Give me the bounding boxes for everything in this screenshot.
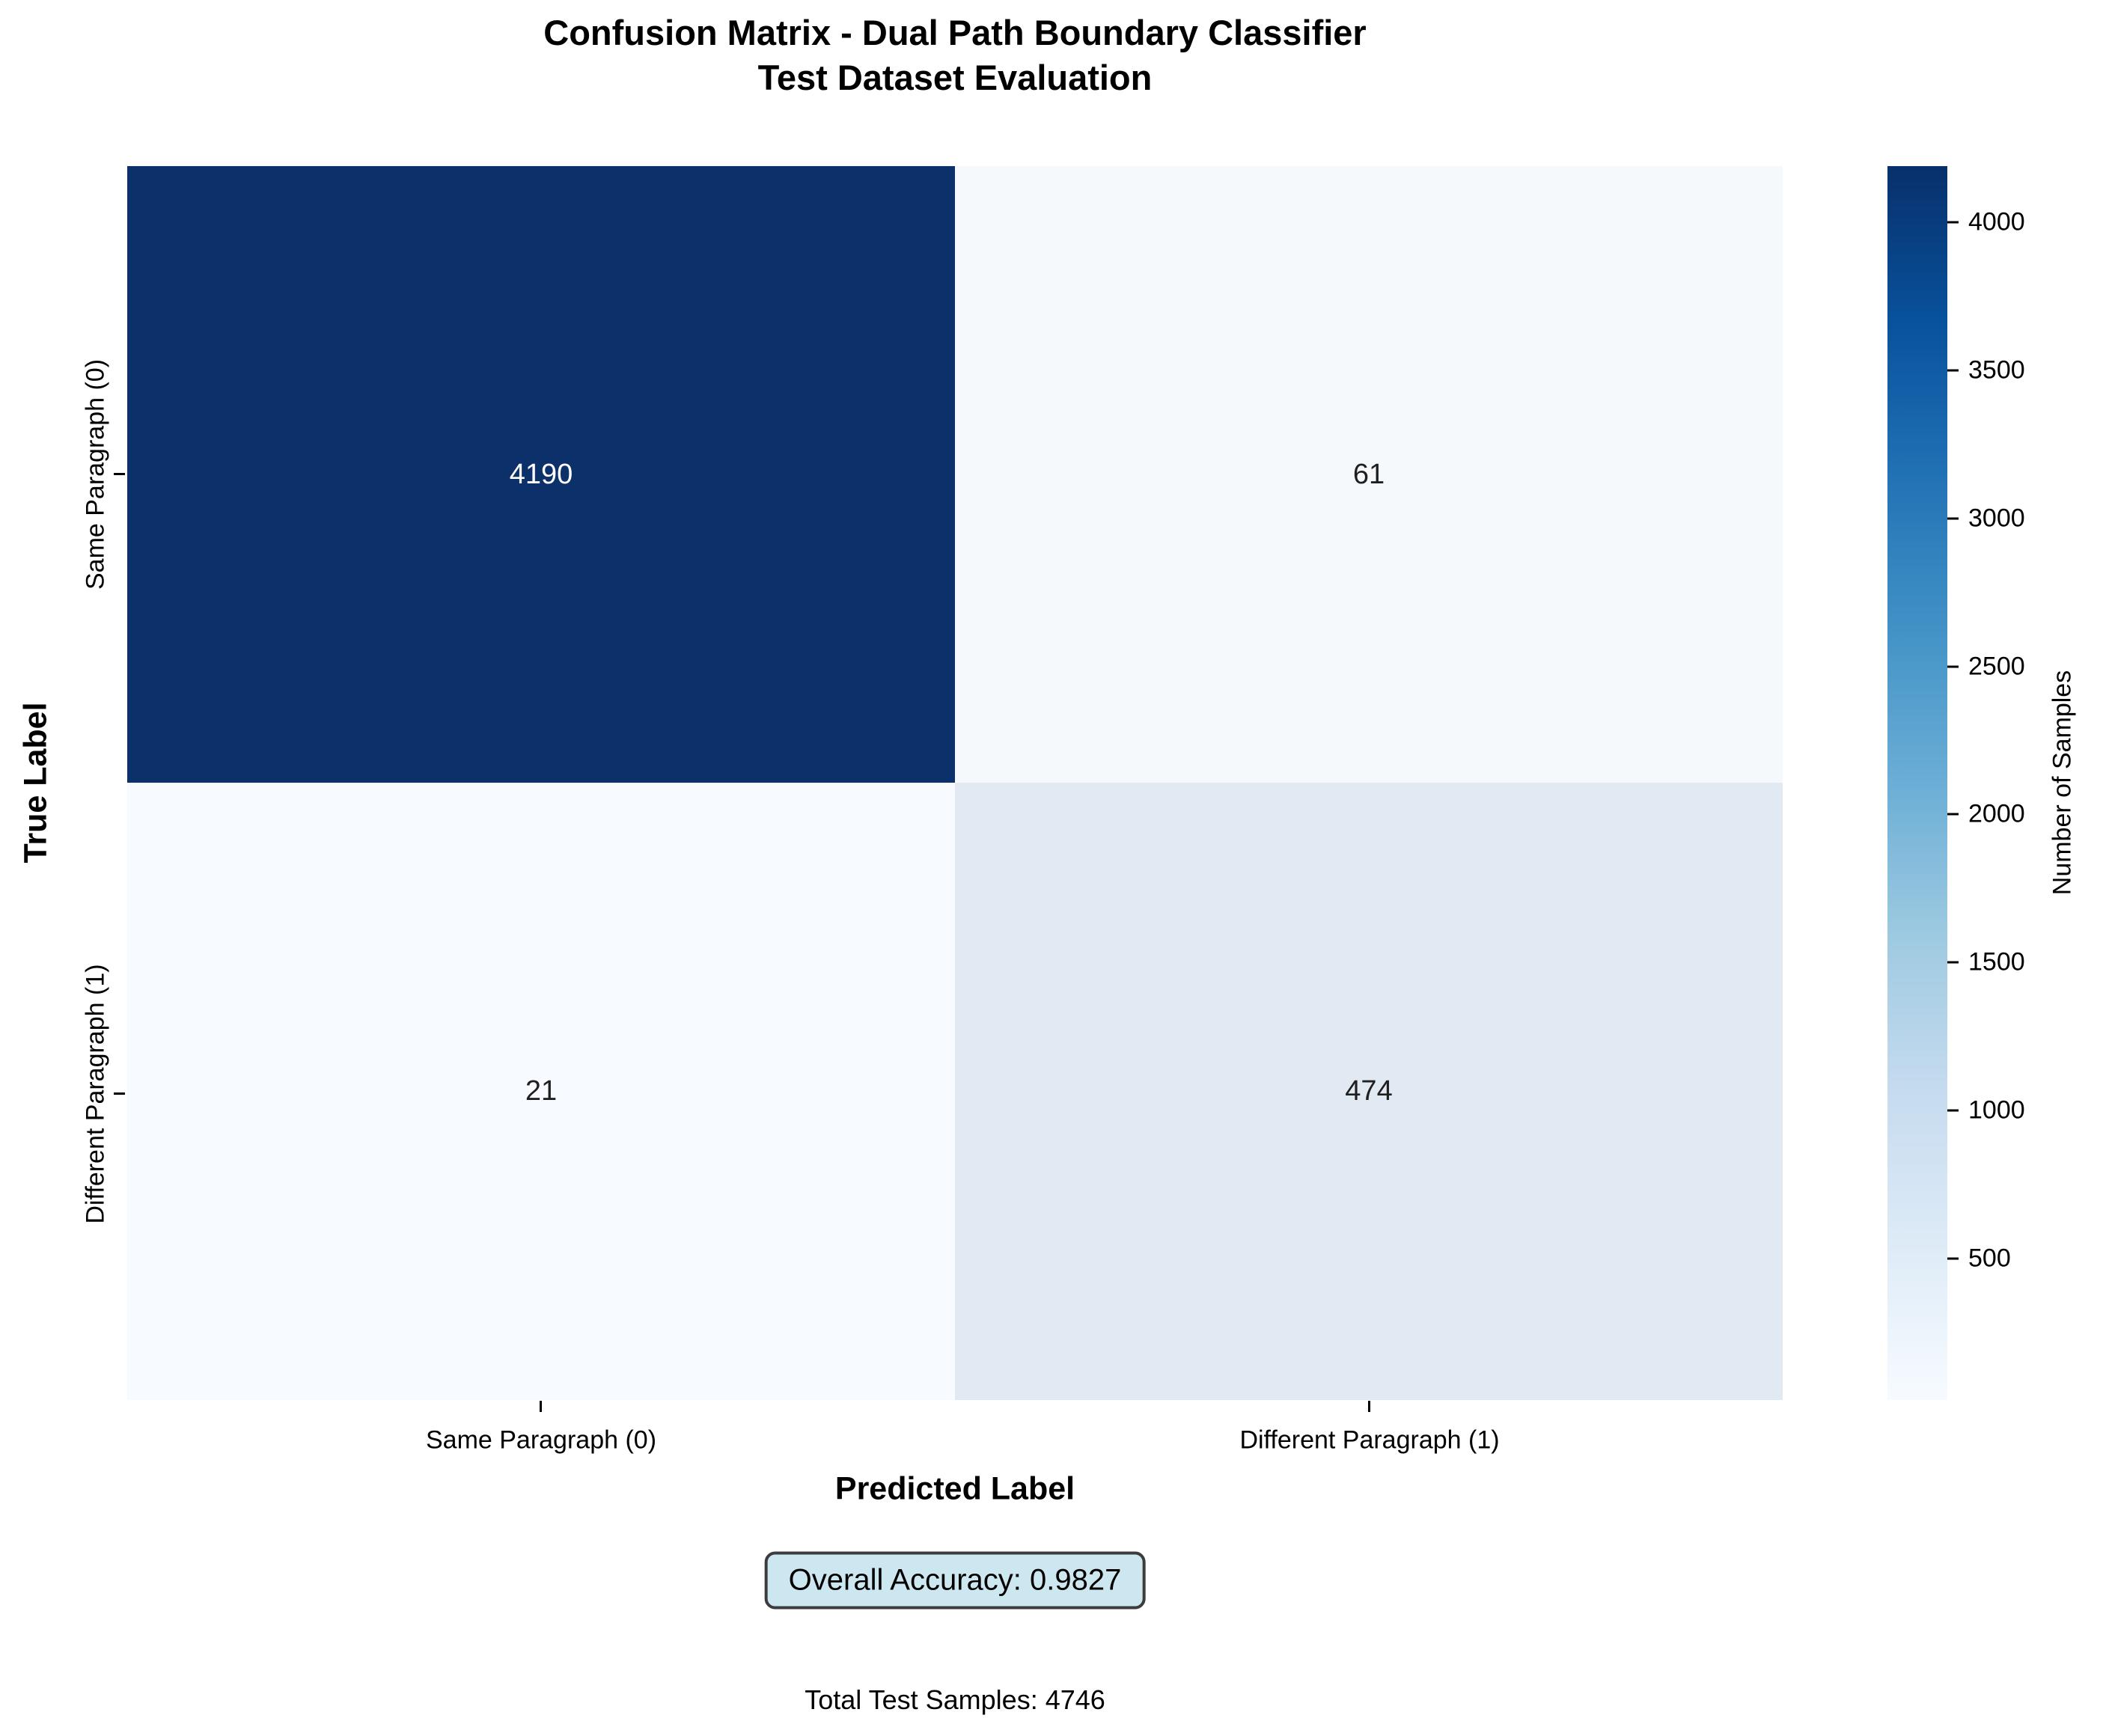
chart-title-line2: Test Dataset Evaluation <box>757 58 1153 97</box>
cell-true1-pred0: 21 <box>127 783 955 1400</box>
colorbar-tick-mark <box>1947 1109 1959 1112</box>
colorbar-tick-label: 4000 <box>1968 207 2025 236</box>
x-axis-title: Predicted Label <box>834 1470 1075 1507</box>
y-tick-label-row1: Different Paragraph (1) <box>81 964 110 1224</box>
colorbar-tick: 4000 <box>1947 208 2025 237</box>
colorbar-tick-label: 500 <box>1968 1244 2011 1273</box>
colorbar-tick-label: 2500 <box>1968 652 2025 680</box>
colorbar-tick: 2000 <box>1947 800 2025 829</box>
chart-title: Confusion Matrix - Dual Path Boundary Cl… <box>127 10 1783 100</box>
cell-value-true1-pred1: 474 <box>1345 1075 1393 1107</box>
colorbar-tick-mark <box>1947 961 1959 964</box>
cell-value-true1-pred0: 21 <box>525 1075 558 1107</box>
y-axis-title: True Label <box>17 702 54 864</box>
y-tick-mark-row0 <box>114 473 125 475</box>
colorbar-tick-label: 1500 <box>1968 947 2025 977</box>
colorbar-tick-label: 2000 <box>1968 799 2025 828</box>
cell-true0-pred0: 4190 <box>127 166 955 783</box>
accuracy-badge: Overall Accuracy: 0.9827 <box>764 1551 1146 1610</box>
colorbar-tick: 1500 <box>1947 947 2025 977</box>
cell-value-true0-pred1: 61 <box>1352 458 1385 490</box>
x-tick-mark-col0 <box>540 1401 542 1412</box>
cell-true1-pred1: 474 <box>955 783 1783 1400</box>
colorbar-tick-mark <box>1947 221 1959 224</box>
x-tick-label-col1: Different Paragraph (1) <box>1239 1425 1500 1455</box>
y-tick-mark-row1 <box>114 1092 125 1095</box>
colorbar-tick: 500 <box>1947 1244 2011 1273</box>
total-samples-text: Total Test Samples: 4746 <box>805 1684 1105 1715</box>
colorbar-tick-mark <box>1947 517 1959 520</box>
colorbar-tick-label: 3000 <box>1968 504 2025 533</box>
colorbar-tick-mark <box>1947 369 1959 372</box>
chart-title-line1: Confusion Matrix - Dual Path Boundary Cl… <box>543 13 1367 52</box>
colorbar-tick: 1000 <box>1947 1095 2025 1125</box>
x-tick-mark-col1 <box>1368 1401 1370 1412</box>
confusion-matrix-heatmap: 4190 61 21 474 <box>127 166 1783 1400</box>
colorbar-tick-mark <box>1947 813 1959 816</box>
colorbar-tick-label: 3500 <box>1968 355 2025 385</box>
colorbar-tick-mark <box>1947 665 1959 667</box>
colorbar-tick-label: 1000 <box>1968 1095 2025 1125</box>
colorbar-axis-label: Number of Samples <box>2048 670 2077 896</box>
colorbar-tick: 3000 <box>1947 504 2025 533</box>
colorbar-tick: 3500 <box>1947 355 2025 385</box>
colorbar <box>1887 166 1947 1400</box>
cell-value-true0-pred0: 4190 <box>509 458 573 490</box>
cell-true0-pred1: 61 <box>955 166 1783 783</box>
y-tick-label-row0: Same Paragraph (0) <box>81 358 110 590</box>
colorbar-ticks: 4000 3500 3000 2500 2000 1500 1000 500 <box>1947 166 2103 1400</box>
x-tick-label-col0: Same Paragraph (0) <box>425 1425 657 1455</box>
colorbar-tick: 2500 <box>1947 652 2025 681</box>
colorbar-tick-mark <box>1947 1257 1959 1260</box>
